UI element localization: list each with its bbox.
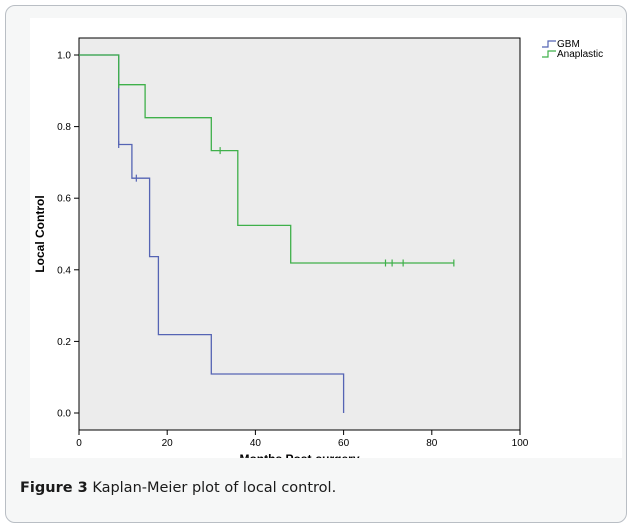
x-tick-label: 80 [426,438,438,449]
y-tick-label: 0.0 [57,409,71,420]
y-tick-label: 0.8 [57,122,71,133]
plot-background [78,37,521,431]
legend-label: GBM [557,39,580,50]
legend-label: Anaplastic [557,49,603,60]
x-tick-label: 0 [76,438,82,449]
figure-caption: Figure 3 Kaplan-Meier plot of local cont… [20,480,336,496]
caption-text: Kaplan-Meier plot of local control [92,480,332,496]
kaplan-meier-chart: 0 20 40 60 80 100 0.0 0.2 0.4 0.6 0.8 1.0 Months Pos… [33,37,603,466]
x-tick-label: 100 [512,438,529,449]
y-tick-label: 1.0 [57,51,71,62]
figure-label: Figure 3 [20,480,88,496]
figure-frame: 0 20 40 60 80 100 0.0 0.2 0.4 0.6 0.8 1.0 Months Pos… [5,5,627,523]
y-axis-label: Local Control [33,195,47,272]
caption-period: . [331,480,337,496]
series-line-anaplastic [79,54,454,264]
legend-symbol-anaplastic [542,50,556,58]
legend-symbol-gbm [542,40,556,48]
x-tick-label: 40 [250,438,262,449]
x-tick-label: 60 [338,438,350,449]
x-tick-label: 20 [162,438,174,449]
x-axis-label: Months Post-surgery [239,452,359,458]
y-tick-label: 0.6 [57,194,71,205]
y-tick-label: 0.4 [57,265,71,276]
y-tick-label: 0.2 [57,337,71,348]
chart-area: 0 20 40 60 80 100 0.0 0.2 0.4 0.6 0.8 1.0 Months Pos… [30,18,622,466]
